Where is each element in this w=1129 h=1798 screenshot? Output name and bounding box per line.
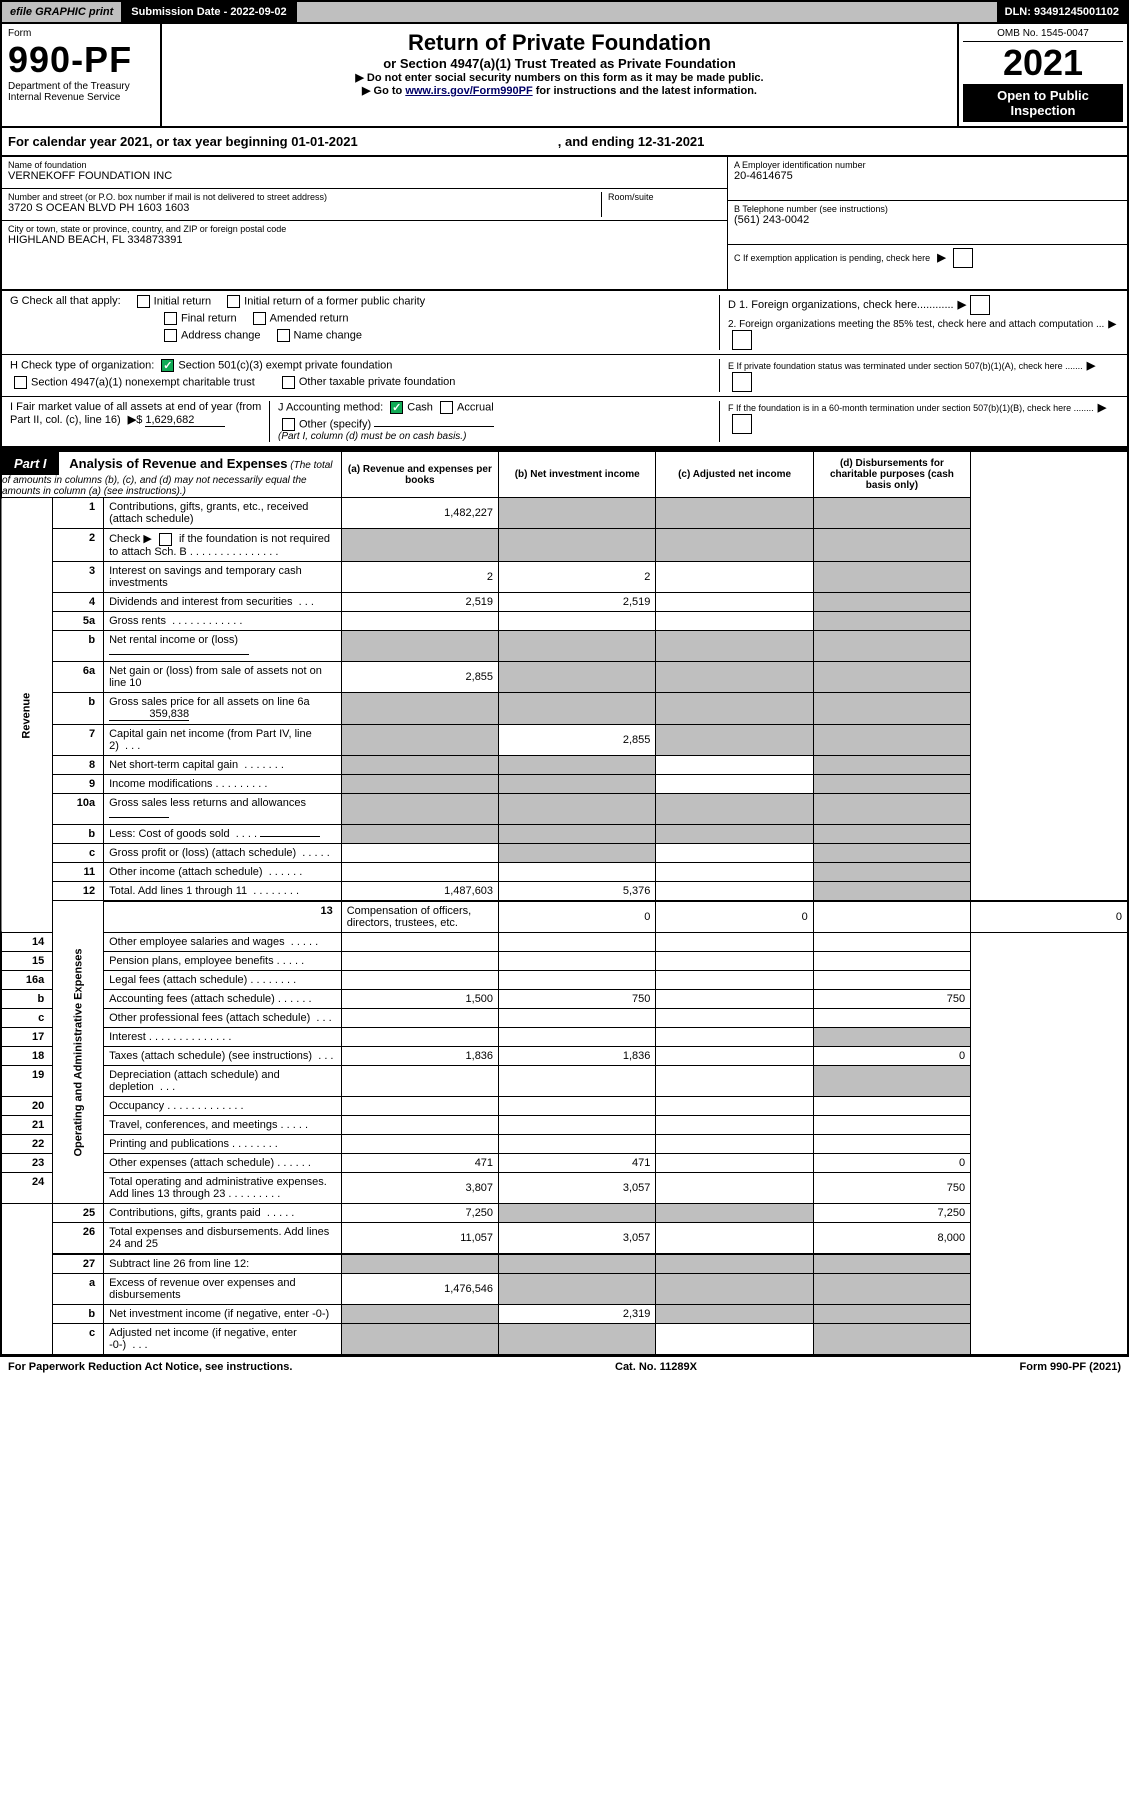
form-header: Form 990-PF Department of the Treasury I… <box>0 24 1129 128</box>
form-title: Return of Private Foundation <box>168 30 951 56</box>
g-name-checkbox[interactable] <box>277 329 290 342</box>
h-label: H Check type of organization: <box>10 359 154 371</box>
revenue-sidelabel: Revenue <box>1 498 53 933</box>
ein-label: A Employer identification number <box>734 160 1121 170</box>
g-initial-former-checkbox[interactable] <box>227 295 240 308</box>
city-label: City or town, state or province, country… <box>8 224 721 234</box>
g-final-checkbox[interactable] <box>164 312 177 325</box>
dept-label: Department of the Treasury <box>8 81 154 92</box>
instr-2: ▶ Go to www.irs.gov/Form990PF for instru… <box>168 84 951 97</box>
checkbox-section: G Check all that apply: Initial return I… <box>0 291 1129 450</box>
g-initial-checkbox[interactable] <box>137 295 150 308</box>
footer-right: Form 990-PF (2021) <box>1020 1361 1121 1373</box>
form-number: 990-PF <box>8 39 154 81</box>
topbar-spacer <box>297 2 997 22</box>
l2-checkbox[interactable] <box>159 533 172 546</box>
name-label: Name of foundation <box>8 160 721 170</box>
j-cash-checkbox[interactable] <box>390 401 403 414</box>
j-accrual-checkbox[interactable] <box>440 401 453 414</box>
f-checkbox[interactable] <box>732 414 752 434</box>
irs-label: Internal Revenue Service <box>8 92 154 103</box>
topbar: efile GRAPHIC print Submission Date - 20… <box>0 0 1129 24</box>
opadmin-sidelabel: Operating and Administrative Expenses <box>53 901 104 1204</box>
arrow-icon: ▶ <box>937 251 945 264</box>
part1-label: Part I <box>2 452 59 475</box>
col-a-header: (a) Revenue and expenses per books <box>341 451 498 498</box>
foundation-name: VERNEKOFF FOUNDATION INC <box>8 170 721 182</box>
h-other-checkbox[interactable] <box>282 376 295 389</box>
address: 3720 S OCEAN BLVD PH 1603 1603 <box>8 202 601 214</box>
g-label: G Check all that apply: <box>10 295 121 308</box>
tax-year: 2021 <box>963 42 1123 84</box>
col-d-header: (d) Disbursements for charitable purpose… <box>813 451 970 498</box>
instr-1: ▶ Do not enter social security numbers o… <box>168 71 951 84</box>
col-b-header: (b) Net investment income <box>499 451 656 498</box>
entity-block: Name of foundation VERNEKOFF FOUNDATION … <box>0 157 1129 291</box>
d2-checkbox[interactable] <box>732 330 752 350</box>
footer-left: For Paperwork Reduction Act Notice, see … <box>8 1361 292 1373</box>
irs-link[interactable]: www.irs.gov/Form990PF <box>405 85 532 97</box>
footer-mid: Cat. No. 11289X <box>615 1361 697 1373</box>
j-label: J Accounting method: <box>278 401 383 413</box>
e-checkbox[interactable] <box>732 372 752 392</box>
j-other-checkbox[interactable] <box>282 418 295 431</box>
dln-label: DLN: 93491245001102 <box>997 2 1127 22</box>
addr-label: Number and street (or P.O. box number if… <box>8 192 601 202</box>
h-4947-checkbox[interactable] <box>14 376 27 389</box>
calendar-year-row: For calendar year 2021, or tax year begi… <box>0 128 1129 157</box>
h-501c3-checkbox[interactable] <box>161 359 174 372</box>
efile-label[interactable]: efile GRAPHIC print <box>2 2 123 22</box>
submission-date: Submission Date - 2022-09-02 <box>123 2 296 22</box>
form-label: Form <box>8 28 154 39</box>
part1-title: Analysis of Revenue and Expenses <box>61 456 287 471</box>
phone-value: (561) 243-0042 <box>734 214 1121 226</box>
i-value: 1,629,682 <box>145 414 225 427</box>
form-subtitle: or Section 4947(a)(1) Trust Treated as P… <box>168 56 951 71</box>
room-label: Room/suite <box>608 192 721 202</box>
col-c-header: (c) Adjusted net income <box>656 451 813 498</box>
part1-table: Part I Analysis of Revenue and Expenses … <box>0 450 1129 1356</box>
g-amended-checkbox[interactable] <box>253 312 266 325</box>
c-label: C If exemption application is pending, c… <box>734 253 930 263</box>
omb-number: OMB No. 1545-0047 <box>963 28 1123 42</box>
d1-checkbox[interactable] <box>970 295 990 315</box>
open-public-badge: Open to Public Inspection <box>963 84 1123 122</box>
ein-value: 20-4614675 <box>734 170 1121 182</box>
phone-label: B Telephone number (see instructions) <box>734 204 1121 214</box>
g-addr-checkbox[interactable] <box>164 329 177 342</box>
city-state-zip: HIGHLAND BEACH, FL 334873391 <box>8 234 721 246</box>
c-checkbox[interactable] <box>953 248 973 268</box>
page-footer: For Paperwork Reduction Act Notice, see … <box>0 1356 1129 1377</box>
